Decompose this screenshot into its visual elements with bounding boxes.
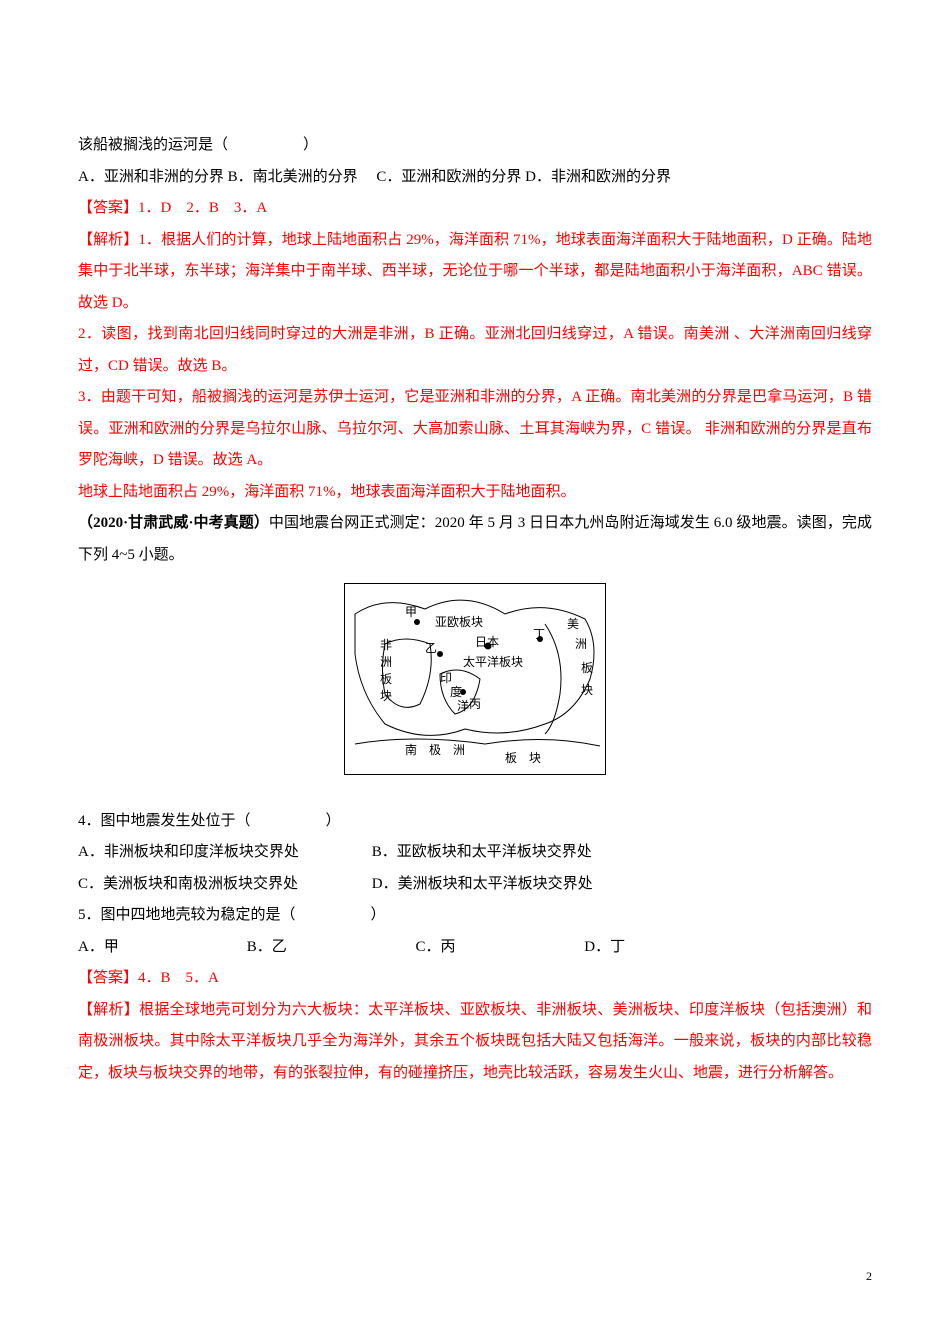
q5-opt-b: B．乙 bbox=[247, 932, 412, 964]
q4-prompt: 4．图中地震发生处位于（ ） bbox=[78, 806, 872, 838]
map-label-africa-mid: 洲 bbox=[380, 656, 392, 668]
q4-options-row1: A．非洲板块和印度洋板块交界处 B．亚欧板块和太平洋板块交界处 bbox=[78, 837, 872, 869]
map-label-india-mid: 度 bbox=[450, 686, 462, 698]
q5-options: A．甲 B．乙 C．丙 D．丁 bbox=[78, 932, 872, 964]
q3-opt-d: D．非洲和欧洲的分界 bbox=[525, 162, 671, 194]
map-label-africa-bot2: 块 bbox=[380, 690, 392, 702]
map-label-africa-bot1: 板 bbox=[380, 673, 392, 685]
q4-opt-a: A．非洲板块和印度洋板块交界处 bbox=[78, 837, 368, 869]
map-figure-row: 亚欧板块 甲 乙 日本 丁 太平洋板块 非 洲 板 块 印 度 洋 丙 美 洲 … bbox=[78, 583, 872, 788]
explain-4-5: 【解析】根据全球地壳可划分为六大板块：太平洋板块、亚欧板块、非洲板块、美洲板块、… bbox=[78, 995, 872, 1090]
explain-prefix-2: 【解析】 bbox=[78, 1002, 139, 1018]
map-label-pacific: 太平洋板块 bbox=[463, 656, 523, 668]
map-label-japan: 日本 bbox=[475, 636, 499, 648]
explain-extra: 地球上陆地面积占 29%，海洋面积 71%，地球表面海洋面积大于陆地面积。 bbox=[78, 477, 872, 509]
q4-opt-d: D．美洲板块和太平洋板块交界处 bbox=[372, 869, 593, 901]
page-number: 2 bbox=[866, 1264, 872, 1289]
q3-opt-a: A．亚洲和非洲的分界 bbox=[78, 162, 224, 194]
map-label-amer1: 美 bbox=[567, 618, 579, 630]
map-label-bing: 丙 bbox=[469, 698, 481, 710]
q5-opt-c: C．丙 bbox=[416, 932, 581, 964]
q5-prompt: 5．图中四地地壳较为稳定的是（ ） bbox=[78, 900, 872, 932]
q5-opt-a: A．甲 bbox=[78, 932, 243, 964]
passage-4-5: （2020·甘肃武威·中考真题）中国地震台网正式测定：2020 年 5 月 3 … bbox=[78, 508, 872, 571]
map-label-antarctica-left: 南 极 洲 bbox=[405, 744, 465, 756]
map-label-india-top: 印 bbox=[440, 672, 452, 684]
q5-opt-d: D．丁 bbox=[584, 932, 625, 964]
q3-options: A．亚洲和非洲的分界 B．南北美洲的分界 C．亚洲和欧洲的分界 D．非洲和欧洲的… bbox=[78, 162, 872, 194]
map-label-ding: 丁 bbox=[533, 628, 545, 640]
explain-2: 2．读图，找到南北回归线同时穿过的大洲是非洲，B 正确。亚洲北回归线穿过，A 错… bbox=[78, 319, 872, 382]
map-label-jia: 甲 bbox=[405, 606, 417, 618]
q4-options-row2: C．美洲板块和南极洲板块交界处 D．美洲板块和太平洋板块交界处 bbox=[78, 869, 872, 901]
q3-opt-c: C．亚洲和欧洲的分界 bbox=[376, 162, 521, 194]
q4-opt-c: C．美洲板块和南极洲板块交界处 bbox=[78, 869, 368, 901]
q3-prompt: 该船被搁浅的运河是（ ） bbox=[78, 130, 872, 162]
answers-4-5: 【答案】4．B 5．A bbox=[78, 963, 872, 995]
answers-1-3: 【答案】1．D 2．B 3．A bbox=[78, 193, 872, 225]
map-label-amer4: 块 bbox=[581, 684, 593, 696]
map-label-eurasia: 亚欧板块 bbox=[435, 616, 483, 628]
source-label: （2020·甘肃武威·中考真题） bbox=[78, 515, 269, 531]
map-label-india-bot: 洋 bbox=[457, 700, 469, 712]
tectonic-map: 亚欧板块 甲 乙 日本 丁 太平洋板块 非 洲 板 块 印 度 洋 丙 美 洲 … bbox=[344, 583, 606, 775]
explain-1: 【解析】1．根据人们的计算，地球上陆地面积占 29%，海洋面积 71%，地球表面… bbox=[78, 225, 872, 320]
q4-opt-b: B．亚欧板块和太平洋板块交界处 bbox=[372, 837, 592, 869]
map-label-yi: 乙 bbox=[425, 642, 437, 654]
map-label-amer3: 板 bbox=[581, 662, 593, 674]
page-container: 该船被搁浅的运河是（ ） A．亚洲和非洲的分界 B．南北美洲的分界 C．亚洲和欧… bbox=[0, 0, 950, 1344]
map-label-amer2: 洲 bbox=[575, 638, 587, 650]
q3-opt-b: B．南北美洲的分界 bbox=[228, 162, 358, 194]
explain-3: 3．由题干可知，船被搁浅的运河是苏伊士运河，它是亚洲和非洲的分界，A 正确。南北… bbox=[78, 382, 872, 477]
map-label-africa-top: 非 bbox=[380, 639, 392, 651]
map-label-antarctica-right: 板 块 bbox=[505, 752, 541, 764]
explain-prefix: 【解析】 bbox=[78, 232, 138, 248]
